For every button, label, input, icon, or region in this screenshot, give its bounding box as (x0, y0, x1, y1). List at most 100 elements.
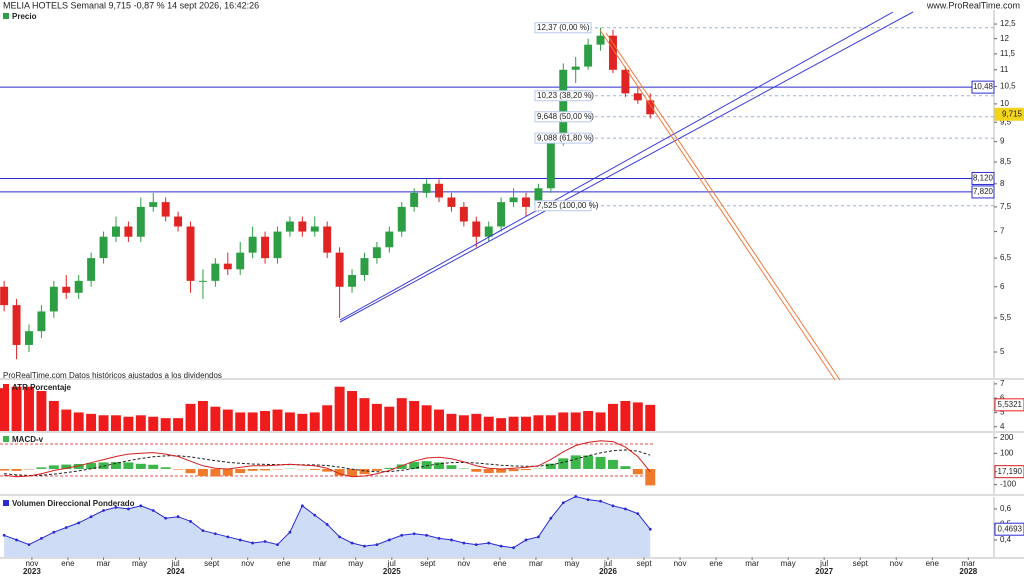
candle-body (360, 258, 369, 276)
candle-body (435, 183, 443, 198)
point (77, 521, 81, 525)
point (512, 546, 515, 550)
legend-swatch (3, 436, 9, 442)
y-tick-label: 200 (1000, 433, 1014, 442)
legend-label: ATR Porcentaje (12, 383, 72, 392)
histogram-bar (471, 468, 482, 472)
bar (73, 412, 84, 431)
candle-body (87, 258, 96, 281)
candle-body (348, 275, 357, 287)
chart-title: MELIA HOTELS Semanal 9,715 -0,87 % 14 se… (3, 0, 259, 10)
y-tick-label: 12 (1000, 34, 1009, 43)
candle-body (223, 263, 232, 270)
candle-body (74, 280, 83, 293)
y-tick-label: 10 (1000, 99, 1009, 108)
x-tick-label: sept (204, 559, 220, 568)
legend-label: Volumen Direccional Ponderado (12, 499, 135, 508)
x-tick-label: nov (25, 559, 38, 568)
level-label: 8,120 (973, 174, 994, 183)
last-value-label: 0,4693 (998, 524, 1023, 533)
point (474, 543, 478, 546)
point (537, 535, 540, 539)
histogram-bar (583, 455, 594, 469)
point (2, 533, 6, 537)
y-tick-label: 6 (1000, 282, 1005, 291)
histogram-bar (222, 468, 233, 476)
drawings (339, 11, 914, 381)
fib-label: 7,525 (100,00 %) (537, 201, 599, 210)
x-tick-label: ene (493, 559, 507, 568)
last-value-box (994, 107, 1024, 121)
trend-line (339, 11, 894, 321)
x-tick-label: mar (97, 559, 111, 568)
trend-line (339, 11, 914, 323)
candle-body (484, 226, 493, 237)
bar (222, 409, 233, 431)
note: ProRealTime.com Datos históricos ajustad… (3, 371, 222, 380)
candle-body (0, 286, 9, 306)
candle-body (236, 252, 245, 270)
bar (297, 413, 308, 431)
candle-body (111, 226, 120, 237)
candle-body (472, 221, 481, 237)
bar (86, 413, 97, 431)
point (52, 530, 56, 534)
bar (558, 412, 569, 431)
bar (458, 415, 469, 431)
point (139, 504, 143, 508)
histogram-bar (11, 468, 22, 471)
candle-body (12, 305, 21, 345)
x-tick-label: nov (457, 559, 470, 568)
candle-body (397, 206, 406, 232)
point (126, 507, 130, 511)
candle-body (186, 226, 195, 281)
x-tick-label: may (781, 559, 796, 568)
point (549, 516, 553, 520)
candle-body (646, 100, 655, 115)
histogram-bar (160, 467, 171, 469)
point (288, 530, 292, 534)
candle-body (546, 141, 555, 189)
point (462, 541, 466, 545)
candle-body (584, 44, 593, 67)
fib-label: 9,648 (50,00 %) (537, 112, 594, 121)
histogram-bar (36, 467, 47, 469)
point (338, 535, 342, 539)
x-tick-label: may (132, 559, 147, 568)
y-tick-label: 0,6 (1000, 504, 1012, 513)
histogram-bar (446, 465, 457, 469)
x-tick-label: nov (241, 559, 254, 568)
histogram-bar (409, 461, 420, 469)
candle-body (335, 252, 344, 287)
x-tick-label: jul (819, 559, 828, 568)
macd-line (4, 440, 651, 478)
fib-box (534, 111, 592, 123)
bar (620, 401, 631, 431)
y-tick-label: 4 (1000, 422, 1005, 431)
bar (471, 413, 482, 431)
y-tick-label: 7 (1000, 227, 1005, 236)
histogram-bar (595, 456, 606, 469)
overlay-layer: Precio 10,48 8,120 7,820 12,37 (0,00 %) 10,23… (3, 12, 1024, 536)
fib-label: 10,23 (38,20 %) (537, 91, 594, 100)
bar (595, 412, 606, 431)
legend-label: Precio (12, 12, 37, 21)
histogram-bar (347, 468, 358, 477)
histogram-bar (496, 468, 507, 473)
point (251, 541, 255, 545)
candle-body (534, 188, 543, 207)
histogram-bar (384, 467, 395, 469)
histogram-bar (247, 468, 258, 471)
point (300, 504, 304, 508)
bar (48, 401, 59, 431)
bar (409, 401, 420, 431)
fib-box (534, 22, 592, 34)
legend-label: MACD-v (12, 435, 44, 444)
point (176, 515, 180, 519)
candle-body (298, 221, 307, 232)
level-box (971, 185, 995, 199)
bar (160, 418, 171, 431)
bar (185, 403, 196, 431)
last-value-box (994, 522, 1024, 536)
